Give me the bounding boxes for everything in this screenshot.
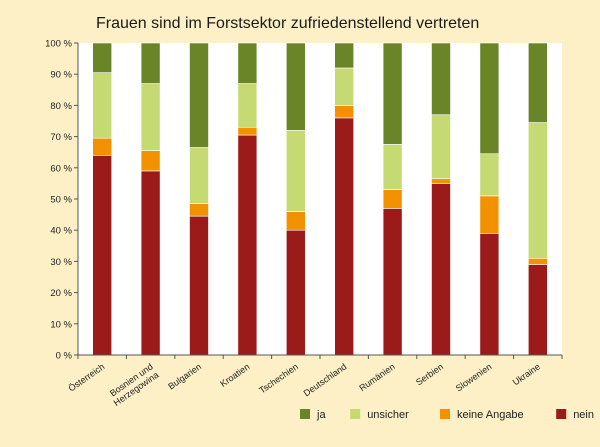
bar-segment-unsicher [285,130,306,212]
bar-segment-keine-angabe [189,203,209,217]
y-tick-label: 10 % [50,319,72,330]
bar-segment-nein [285,229,306,356]
x-category-label-line: Österreich [67,361,107,393]
bar-segment-keine-angabe [92,137,112,156]
x-category-label-line: Kroatien [218,361,251,388]
bar-segment-keine-angabe [382,189,403,209]
bar-segment-nein [527,264,548,356]
bar-segment-ja [334,42,355,69]
legend-swatch-keine-angabe [440,409,450,419]
bar-segment-unsicher [527,122,548,259]
bar-segment-keine-angabe [285,211,306,231]
bar-segment-keine-angabe [431,178,451,184]
bar-segment-nein [189,215,209,356]
legend-swatch-unsicher [350,409,361,419]
x-category-label: Tschechien [257,361,300,395]
y-axis: 0 % 10 % 20 % 30 % 40 % 50 % 60 % 70 % 80 % 90 % 1… [45,39,79,362]
y-tick-label: 70 % [50,132,72,143]
legend-swatch-nein [556,409,567,419]
bar-segment-keine-angabe [479,195,500,234]
bar-segment-nein [479,233,500,356]
y-tick-label: 50 % [50,195,72,206]
y-tick-label: 60 % [50,163,72,174]
bar-segment-ja [382,42,403,145]
chart-title: Frauen sind im Forstsektor zufriedenstel… [96,15,479,32]
x-category-label-line: Ukraine [511,361,542,387]
x-category-label-line: Rumänien [357,361,396,393]
bar-segment-unsicher [334,67,355,106]
bar-segment-keine-angabe [527,257,548,265]
bar-segment-ja [431,42,451,116]
x-category-label-line: Deutschland [302,361,349,398]
bar-segment-nein [334,117,355,356]
y-tick-label: 90 % [50,70,72,81]
x-category-label: Serbien [414,361,445,387]
bar-segment-ja [479,42,500,155]
bar-segment-nein [92,155,112,356]
x-category-label-line: Bulgarien [166,361,203,391]
bar-segment-unsicher [140,83,161,151]
legend-label: unsicher [367,409,409,421]
legend-label: ja [316,409,326,421]
legend: ja unsicher keine Angabe nein [300,409,594,421]
bar-segment-ja [189,42,209,148]
bar-segment-nein [237,134,258,356]
legend-swatch-ja [300,409,310,419]
bar-segment-ja [92,42,112,73]
x-category-label: Bulgarien [166,361,203,391]
bar-segment-unsicher [237,83,258,128]
x-category-label-line: Tschechien [257,361,300,395]
legend-label: nein [573,409,594,421]
x-category-label: Slowenien [454,361,494,393]
x-axis: Österreich Bosnien undHerzegowina Bulgarie… [67,354,563,408]
x-category-label: Bosnien undHerzegowina [106,361,161,408]
x-category-label-line: Serbien [414,361,445,387]
x-category-label: Österreich [67,361,107,393]
x-category-label: Ukraine [511,361,542,387]
bar-segment-unsicher [189,147,209,204]
bar-segment-nein [431,183,451,356]
bars [92,42,548,356]
bar-segment-unsicher [92,72,112,139]
x-category-label: Kroatien [218,361,251,388]
x-category-label: Rumänien [357,361,396,393]
bar-segment-nein [140,170,161,356]
y-tick-label: 80 % [50,101,72,112]
bar-segment-keine-angabe [140,150,161,172]
y-tick-label: 0 % [56,351,73,362]
y-tick-label: 30 % [50,257,72,268]
bar-segment-keine-angabe [237,126,258,136]
bar-segment-unsicher [431,114,451,180]
bar-segment-ja [237,42,258,84]
bar-segment-ja [140,42,161,84]
bar-segment-nein [382,208,403,356]
bar-segment-unsicher [382,144,403,190]
x-category-label: Deutschland [302,361,349,398]
legend-label: keine Angabe [457,409,524,421]
bar-segment-ja [527,42,548,123]
bar-segment-unsicher [479,153,500,197]
y-tick-label: 40 % [50,226,72,237]
bar-segment-ja [285,42,306,131]
bar-segment-keine-angabe [334,105,355,119]
y-tick-label: 20 % [50,288,72,299]
x-category-label-line: Slowenien [454,361,494,393]
y-tick-label: 100 % [45,39,72,50]
